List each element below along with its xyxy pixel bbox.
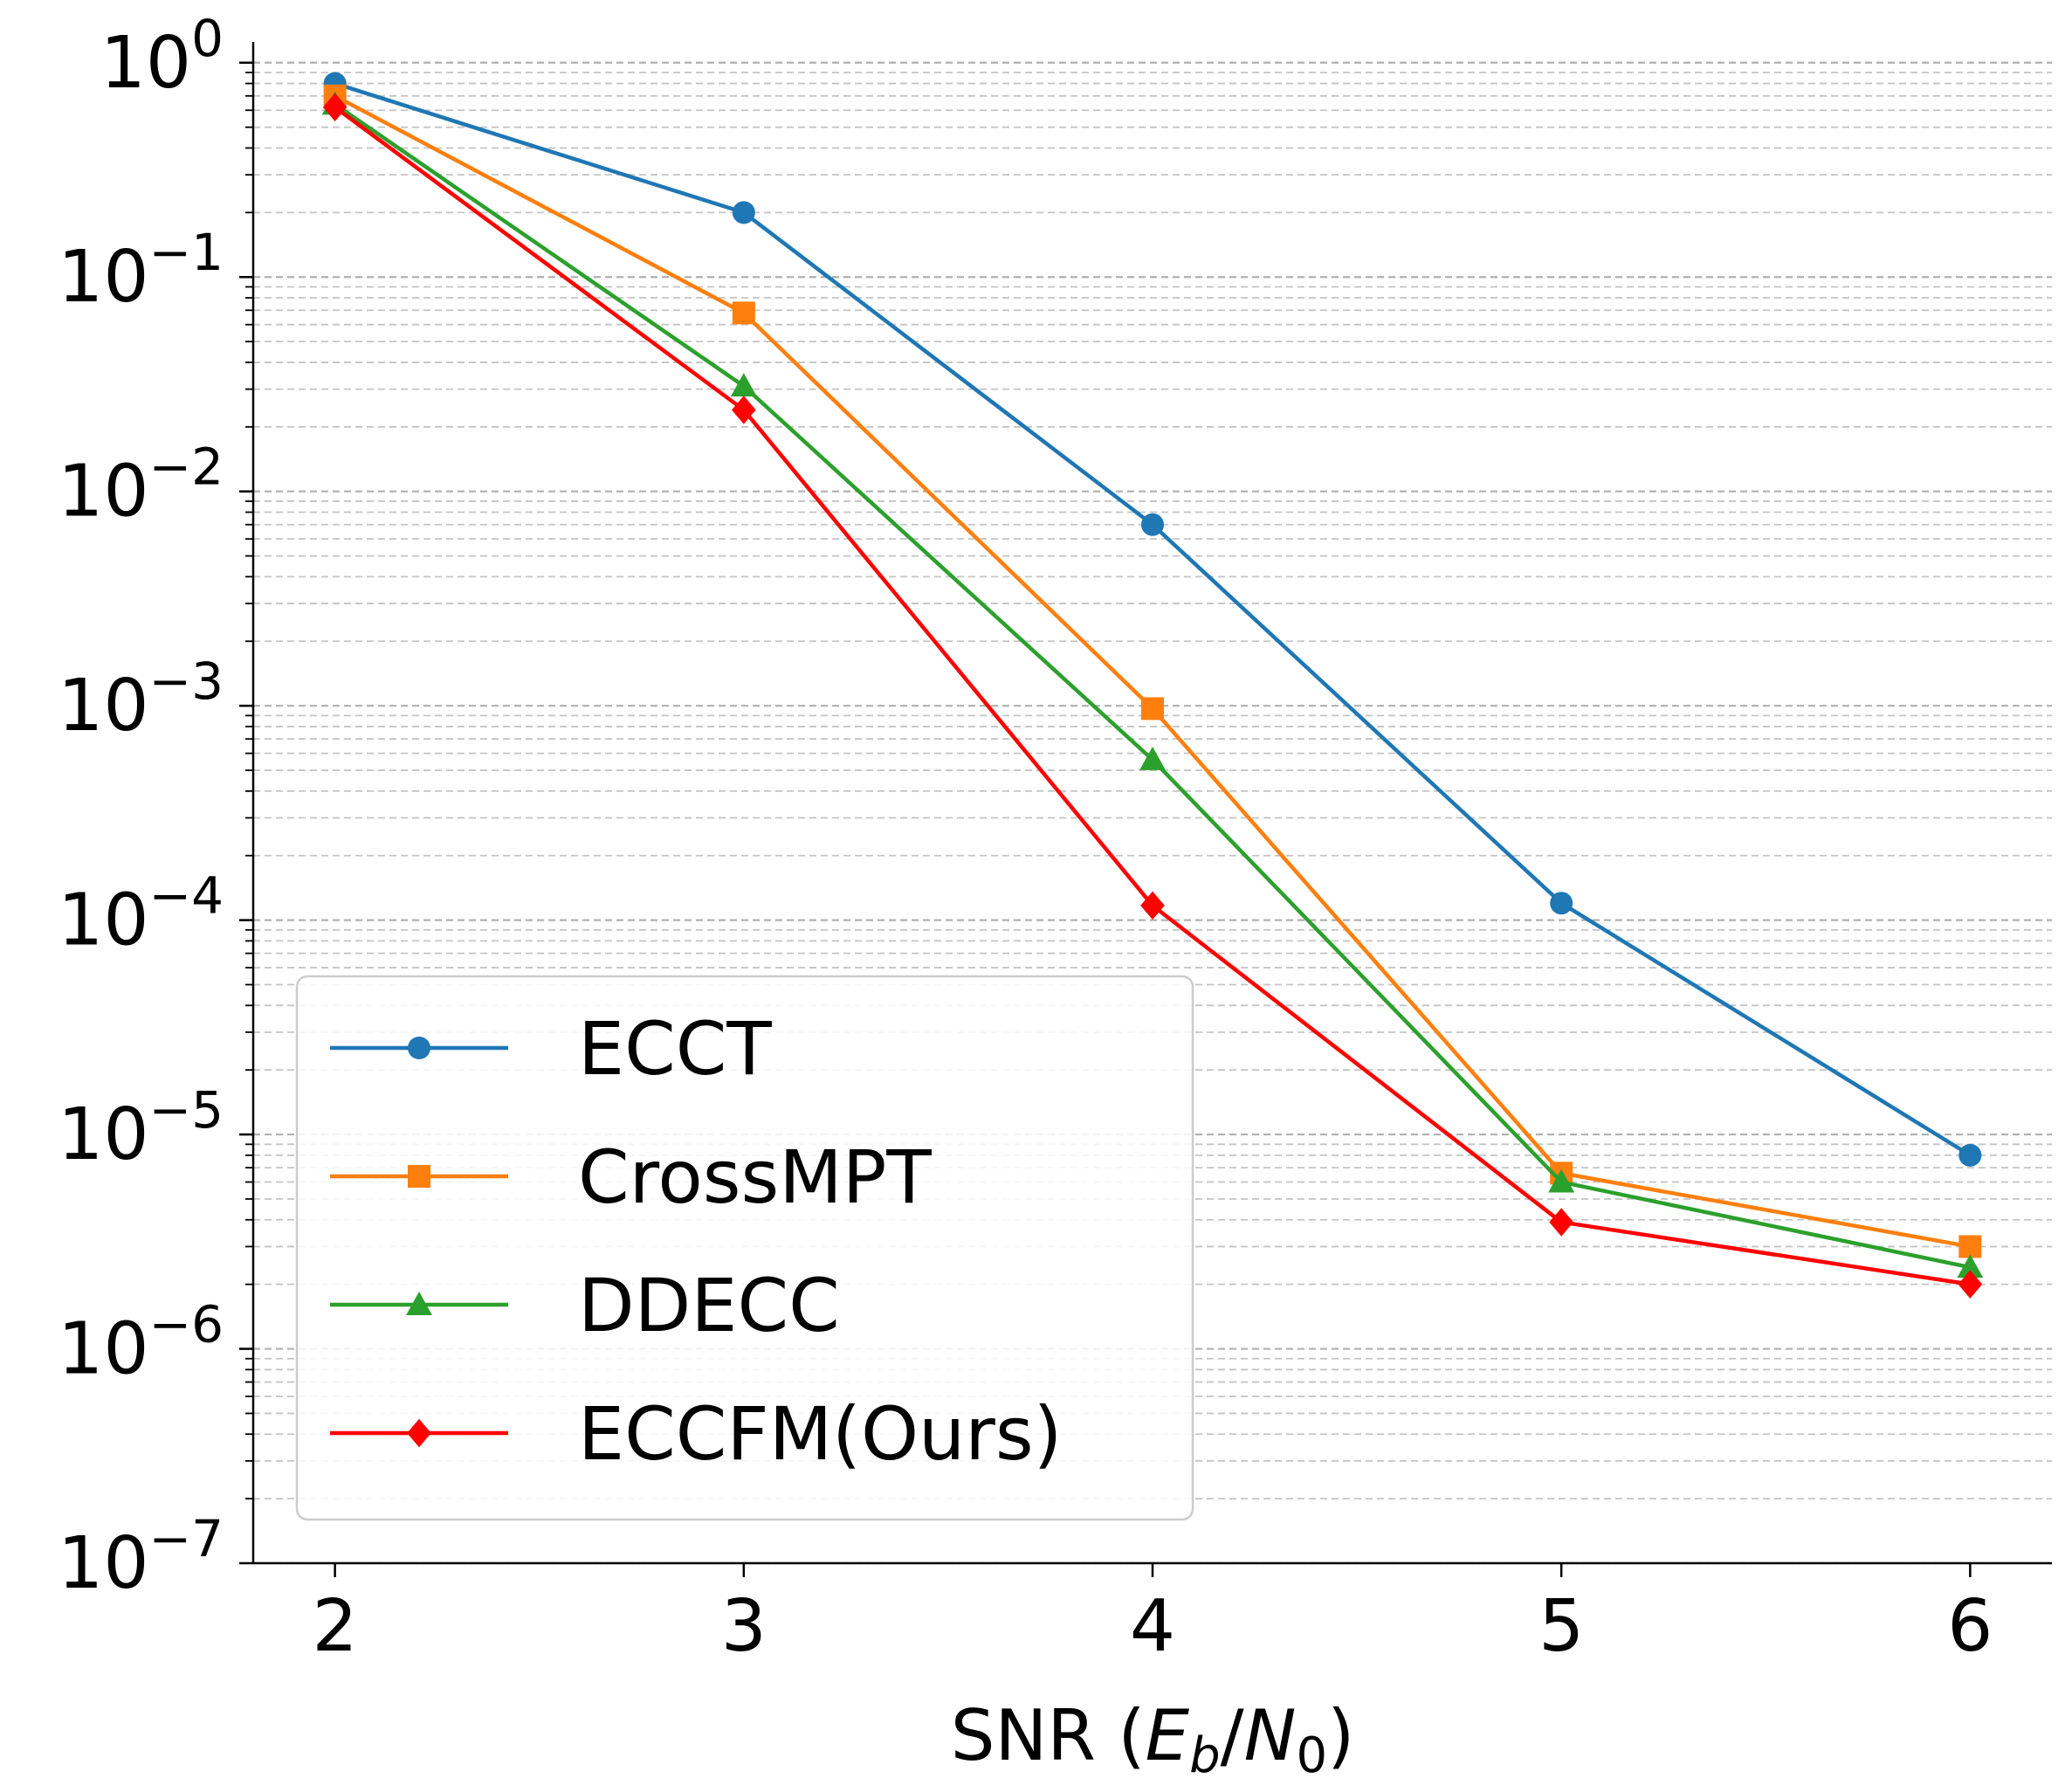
data-point <box>1139 747 1166 770</box>
legend-label: DDECC <box>578 1263 840 1348</box>
y-tick-label: 10−6 <box>58 1295 224 1391</box>
y-tick-label: 10−1 <box>58 223 224 319</box>
x-tick-label: 6 <box>1947 1585 1993 1668</box>
data-point <box>732 201 755 224</box>
legend-item: DDECC <box>330 1263 840 1348</box>
y-ticks: 100 10−1 10−2 10−3 10−4 10−5 10−6 10−7 <box>58 9 253 1605</box>
y-tick-label: 10−2 <box>58 438 224 534</box>
legend-item: ECCFM(Ours) <box>330 1391 1062 1477</box>
legend-item: ECCT <box>330 1006 772 1092</box>
data-point <box>732 396 756 424</box>
data-point <box>1141 697 1164 720</box>
data-point <box>1140 891 1165 920</box>
legend-marker <box>408 1165 430 1188</box>
data-point <box>1958 1235 1982 1258</box>
legend-marker <box>406 1292 432 1315</box>
series-crossmpt <box>323 84 1982 1258</box>
series-ecct <box>323 72 1982 1167</box>
x-ticks: 2 3 4 5 6 <box>313 1563 1993 1668</box>
legend-marker <box>407 1418 431 1448</box>
data-point <box>1958 1270 1983 1299</box>
series-eccfm-ours <box>322 93 1983 1299</box>
data-point <box>732 301 755 325</box>
data-point <box>322 93 348 121</box>
y-tick-label: 10−7 <box>58 1509 224 1605</box>
data-point <box>1957 1254 1984 1279</box>
legend: ECCT CrossMPT DDECC ECCFM(Ours) <box>295 975 1194 1521</box>
data-point <box>730 373 757 397</box>
data-point <box>1141 513 1164 536</box>
legend-label: CrossMPT <box>578 1134 932 1220</box>
data-point <box>1958 1143 1982 1167</box>
y-tick-label: 100 <box>100 9 224 105</box>
data-point <box>1550 892 1573 915</box>
y-tick-label: 10−4 <box>58 866 224 962</box>
x-tick-label: 5 <box>1538 1585 1584 1668</box>
data-point <box>1549 1208 1573 1237</box>
data-point <box>1548 1168 1575 1193</box>
legend-label: ECCT <box>578 1006 772 1092</box>
legend-item: CrossMPT <box>330 1134 932 1220</box>
y-tick-label: 10−3 <box>58 651 224 748</box>
y-tick-label: 10−5 <box>58 1080 224 1176</box>
legend-box <box>295 975 1194 1521</box>
legend-label: ECCFM(Ours) <box>578 1391 1062 1477</box>
x-tick-label: 2 <box>313 1585 358 1668</box>
x-axis-label: SNR (Eb/N0) <box>951 1695 1355 1784</box>
legend-marker <box>408 1037 430 1059</box>
x-tick-label: 3 <box>721 1585 767 1668</box>
series-group <box>321 72 1984 1299</box>
legend-items: ECCT CrossMPT DDECC ECCFM(Ours) <box>330 1006 1062 1477</box>
x-tick-label: 4 <box>1130 1585 1175 1668</box>
